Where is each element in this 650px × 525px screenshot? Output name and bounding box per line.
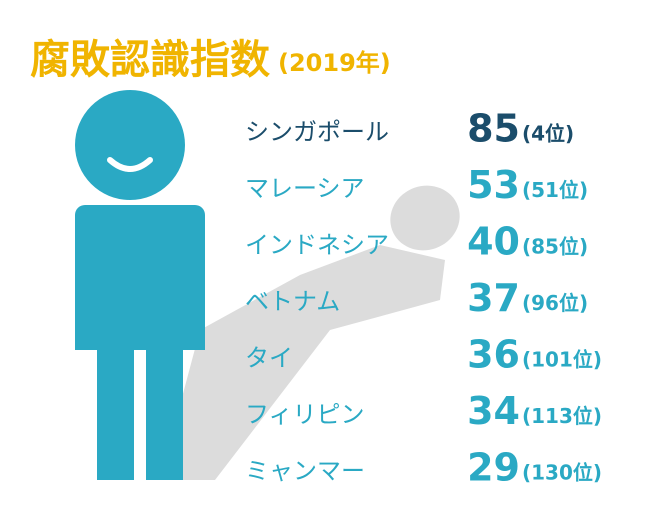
- country-name: タイ: [245, 344, 293, 372]
- rank: (96位): [522, 291, 588, 315]
- rank: (113位): [522, 404, 602, 428]
- country-name: ミャンマー: [245, 457, 365, 485]
- rank: (85位): [522, 235, 588, 259]
- rank: (51位): [522, 178, 588, 202]
- score: 53: [467, 163, 520, 207]
- country-name: ベトナム: [245, 288, 340, 316]
- country-name: インドネシア: [245, 231, 389, 259]
- score: 37: [467, 276, 520, 320]
- country-name: フィリピン: [245, 401, 365, 429]
- shadow: [160, 185, 460, 480]
- rank: (4位): [522, 122, 574, 146]
- score: 34: [467, 389, 520, 433]
- person-figure: [65, 90, 205, 480]
- score: 29: [467, 446, 520, 490]
- country-list: シンガポール 85 (4位) マレーシア 53 (51位) インドネシア 40 (85位) ベトナ…: [245, 107, 602, 490]
- subtitle: (2019年): [278, 49, 391, 77]
- rank: (101位): [522, 348, 602, 372]
- title: 腐敗認識指数: [30, 37, 270, 83]
- country-name: マレーシア: [245, 175, 365, 203]
- score: 40: [467, 220, 520, 264]
- smile: [107, 157, 153, 172]
- score: 36: [467, 333, 520, 377]
- rank: (130位): [522, 461, 602, 485]
- country-name: シンガポール: [245, 118, 389, 146]
- score: 85: [467, 107, 520, 151]
